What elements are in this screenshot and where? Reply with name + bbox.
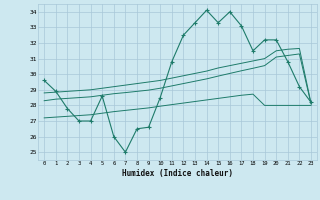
X-axis label: Humidex (Indice chaleur): Humidex (Indice chaleur) bbox=[122, 169, 233, 178]
